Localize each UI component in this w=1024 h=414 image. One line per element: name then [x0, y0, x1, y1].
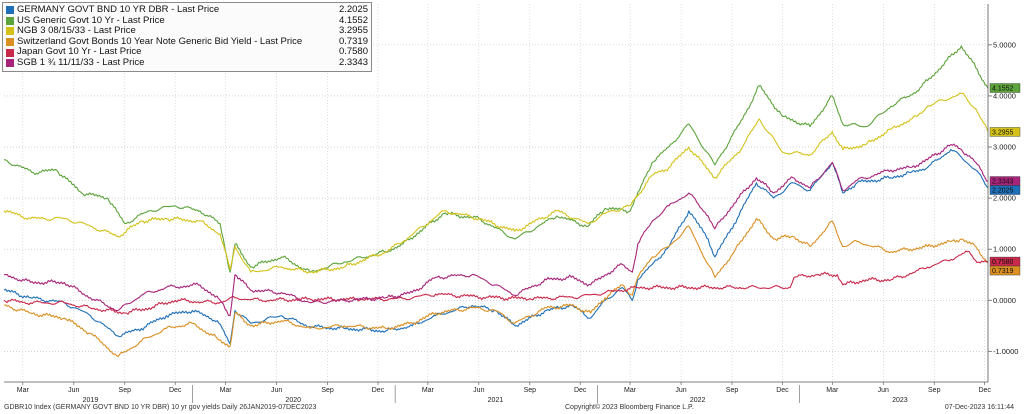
x-month-label: Dec — [574, 387, 587, 394]
x-month-label: Jun — [675, 387, 686, 394]
series-line — [3, 217, 989, 358]
x-year-label: 2022 — [690, 397, 706, 404]
y-tick-label: 2.0000 — [993, 194, 1016, 203]
x-year-label: 2020 — [285, 397, 301, 404]
last-value-text: 3.2955 — [992, 129, 1014, 136]
legend-entry: GERMANY GOVT BND 10 YR DBR - Last Price 2… — [6, 4, 368, 16]
legend-entry: Japan Govt 10 Yr - Last Price 0.7580 — [6, 47, 368, 58]
x-month-label: Sep — [726, 387, 739, 394]
x-month-label: Dec — [372, 387, 385, 394]
x-year-label: 2023 — [892, 397, 908, 404]
legend-value: 3.2955 — [338, 25, 368, 37]
x-month-label: Mar — [624, 387, 637, 394]
legend-value: 0.7580 — [338, 46, 368, 58]
last-value-tag — [989, 127, 1021, 137]
legend-label: GERMANY GOVT BND 10 YR DBR - Last Price — [17, 5, 220, 15]
legend-entry: US Generic Govt 10 Yr - Last Price 4.1552 — [6, 14, 368, 27]
x-year-label: 2021 — [488, 397, 504, 404]
x-month-label: Jun — [271, 387, 282, 394]
legend-swatch — [6, 27, 14, 36]
footer-source: GDBR10 Index (GERMANY GOVT BND 10 YR DBR… — [4, 404, 317, 411]
legend-value: 2.2025 — [338, 4, 368, 15]
y-tick-label: 5.0000 — [993, 40, 1016, 49]
legend-label: Japan Govt 10 Yr - Last Price — [17, 47, 142, 58]
series-line — [3, 250, 989, 315]
series-lines — [3, 45, 989, 358]
y-tick-label: 0.0000 — [993, 296, 1016, 305]
x-month-label: Mar — [826, 387, 839, 394]
legend-value: 0.7319 — [338, 35, 368, 47]
legend-value: 2.3343 — [338, 56, 368, 68]
last-value-tag — [989, 185, 1021, 195]
x-year-label: 2019 — [83, 397, 99, 404]
last-value-text: 4.1552 — [992, 86, 1014, 93]
x-month-label: Sep — [524, 387, 537, 394]
x-month-label: Mar — [220, 387, 233, 394]
x-month-label: Sep — [321, 387, 334, 394]
legend-entry: Switzerland Govt Bonds 10 Year Note Gene… — [6, 35, 368, 48]
last-value-text: 2.3343 — [992, 179, 1014, 186]
legend-label: NGB 3 08/15/33 - Last Price — [17, 26, 136, 37]
legend-swatch — [6, 16, 14, 25]
last-value-text: 2.2025 — [992, 188, 1014, 195]
y-tick-label: 1.0000 — [993, 245, 1016, 254]
x-month-label: Dec — [169, 387, 182, 394]
legend-label: SGB 1 ¾ 11/11/33 - Last Price — [17, 57, 145, 68]
y-tick-label: 3.0000 — [993, 143, 1016, 152]
x-month-label: Jun — [68, 387, 79, 394]
y-tick-label: 4.0000 — [993, 91, 1016, 100]
legend-swatch — [6, 6, 14, 15]
x-month-label: Dec — [978, 387, 991, 394]
x-month-label: Jun — [878, 387, 889, 394]
legend-swatch — [6, 48, 14, 57]
legend-entry: SGB 1 ¾ 11/11/33 - Last Price 2.3343 — [6, 56, 368, 69]
last-value-text: 0.7319 — [992, 268, 1014, 275]
x-month-label: Sep — [119, 387, 132, 394]
legend-label: US Generic Govt 10 Yr - Last Price — [17, 15, 165, 26]
x-month-label: Mar — [422, 387, 435, 394]
series-line — [3, 92, 989, 274]
x-month-label: Sep — [928, 387, 941, 394]
last-value-tag — [989, 83, 1021, 93]
x-month-label: Jun — [473, 387, 484, 394]
chart-legend: GERMANY GOVT BND 10 YR DBR - Last Price 2… — [2, 2, 372, 72]
y-tick-label: -1.0000 — [993, 347, 1018, 356]
legend-value: 4.1552 — [338, 14, 368, 26]
legend-label: Switzerland Govt Bonds 10 Year Note Gene… — [17, 36, 303, 47]
chart-axes: -1.0000 0.0000 1.0000 2.0000 3.0000 4.0000 5.0… — [4, 4, 1018, 404]
x-month-label: Dec — [776, 387, 789, 394]
footer-copyright: Copyright© 2023 Bloomberg Finance L.P. — [565, 404, 694, 411]
last-value-tags: 4.1552 3.2955 2.3343 2.2025 0.7580 0.7319 — [989, 83, 1021, 276]
series-line — [3, 45, 989, 273]
legend-swatch — [6, 59, 14, 68]
series-line — [3, 143, 989, 317]
last-value-text: 0.7580 — [992, 259, 1014, 266]
last-value-tag — [989, 265, 1021, 276]
legend-swatch — [6, 38, 14, 47]
x-month-label: Mar — [17, 387, 30, 394]
footer-timestamp: 07-Dec-2023 16:11:44 — [944, 404, 1014, 411]
legend-entry: NGB 3 08/15/33 - Last Price 3.2955 — [6, 26, 368, 37]
